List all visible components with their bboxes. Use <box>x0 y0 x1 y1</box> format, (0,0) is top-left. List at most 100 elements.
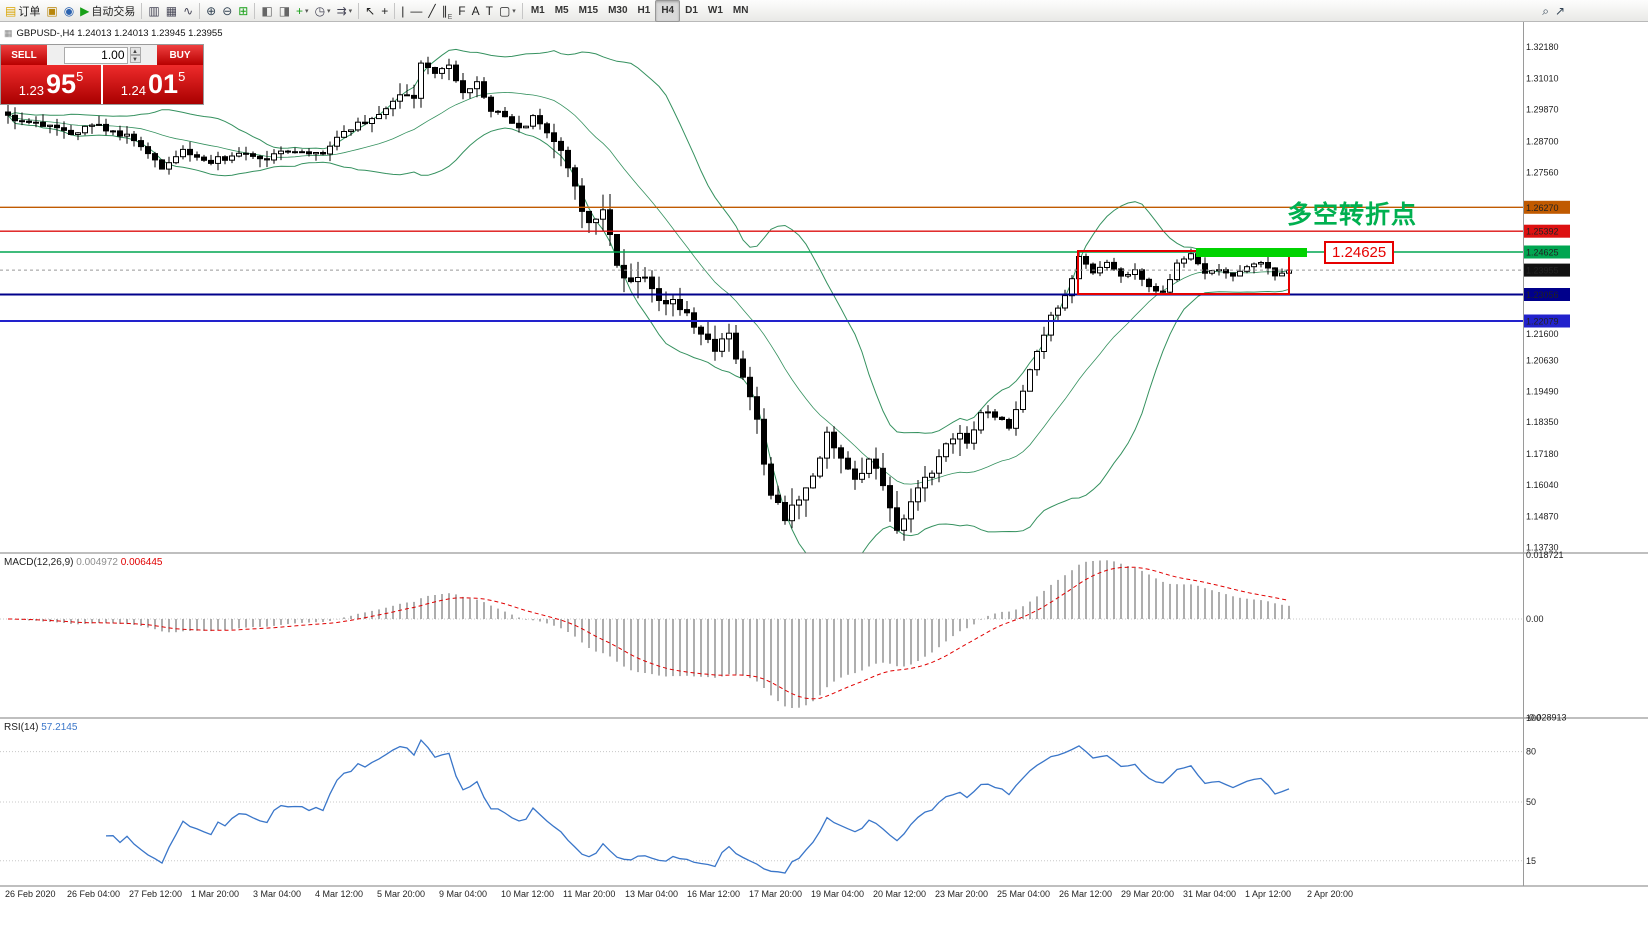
ask-pips: 01 <box>148 69 179 99</box>
cascade-windows-icon[interactable]: ◨ <box>278 3 291 18</box>
profiles-icon[interactable]: ◉ <box>63 3 75 18</box>
macd-axis[interactable]: 0.018721 0.00 -0.028913 <box>1526 550 1567 723</box>
volume-increase-button[interactable]: ▲ <box>129 47 141 55</box>
svg-text:100: 100 <box>1526 713 1541 723</box>
resistance-zone-bar[interactable] <box>1196 248 1307 257</box>
tf-m30-button[interactable]: M30 <box>608 5 628 16</box>
autotrading-button[interactable]: ▶ 自动交易 <box>80 3 136 18</box>
tf-h4-button[interactable]: H4 <box>655 0 681 22</box>
rsi-name: RSI(14) <box>4 722 39 733</box>
rsi-axis[interactable]: 100 80 50 15 <box>1526 713 1541 866</box>
svg-text:50: 50 <box>1526 797 1536 807</box>
tile-windows-icon[interactable]: ⊞ <box>238 3 249 18</box>
label-tool[interactable]: T <box>485 3 493 18</box>
shapes-tool[interactable]: ▢ ▾ <box>498 3 516 18</box>
svg-text:16 Mar 12:00: 16 Mar 12:00 <box>687 889 740 899</box>
svg-text:1.26270: 1.26270 <box>1526 203 1559 213</box>
svg-text:1.23955: 1.23955 <box>1526 266 1559 276</box>
svg-text:1.18350: 1.18350 <box>1526 417 1559 427</box>
toolbar-separator <box>199 2 201 19</box>
svg-text:26 Feb 04:00: 26 Feb 04:00 <box>67 889 120 899</box>
turning-point-annotation[interactable]: 多空转折点 <box>1287 201 1418 229</box>
macd-histogram <box>14 560 1290 708</box>
price-badge <box>1524 224 1570 238</box>
svg-text:20 Mar 12:00: 20 Mar 12:00 <box>873 889 926 899</box>
bollinger-bands <box>7 48 1290 553</box>
line-chart-icon[interactable]: ∿ <box>183 3 194 18</box>
svg-text:1.21600: 1.21600 <box>1526 329 1559 339</box>
chart-symbol-header: ▦ GBPUSD-,H4 1.24013 1.24013 1.23945 1.2… <box>4 28 223 39</box>
tf-w1-button[interactable]: W1 <box>707 5 723 16</box>
crosshair-tool[interactable]: + <box>381 3 389 18</box>
text-tool[interactable]: A <box>471 3 480 18</box>
channel-tool[interactable]: ∥ E <box>441 3 453 21</box>
ask-point: 5 <box>178 69 186 84</box>
zoom-out-icon[interactable]: ⊖ <box>222 3 233 18</box>
toolbar-separator <box>521 2 523 19</box>
search-icon[interactable]: ⌕ <box>1542 3 1549 18</box>
fibonacci-tool[interactable]: F <box>458 3 466 18</box>
tf-mn-button[interactable]: MN <box>732 5 749 16</box>
svg-text:1.29870: 1.29870 <box>1526 105 1559 115</box>
svg-text:4 Mar 12:00: 4 Mar 12:00 <box>315 889 363 899</box>
svg-text:0.00: 0.00 <box>1526 614 1544 624</box>
svg-text:31 Mar 04:00: 31 Mar 04:00 <box>1183 889 1236 899</box>
time-axis-labels[interactable]: 26 Feb 2020 26 Feb 04:00 27 Feb 12:00 1 Mar… <box>5 889 1353 899</box>
svg-text:23 Mar 20:00: 23 Mar 20:00 <box>935 889 988 899</box>
volume-input[interactable] <box>63 46 128 64</box>
arrange-windows-icon[interactable]: ◧ <box>261 3 273 18</box>
tf-m1-button[interactable]: M1 <box>530 5 545 16</box>
svg-text:1.25392: 1.25392 <box>1526 227 1559 237</box>
volume-control: ▲ ▼ <box>47 45 157 65</box>
svg-text:-0.028913: -0.028913 <box>1526 713 1567 723</box>
new-order-button[interactable]: ▤ 订单 <box>5 3 41 18</box>
sell-button[interactable]: SELL <box>1 45 47 65</box>
consolidation-rectangle-annotation[interactable] <box>1077 250 1290 295</box>
horizontal-line-tool[interactable]: ― <box>410 3 423 18</box>
svg-text:9 Mar 04:00: 9 Mar 04:00 <box>439 889 487 899</box>
pointer-icon[interactable]: ↗ <box>1554 3 1565 18</box>
svg-text:26 Mar 12:00: 26 Mar 12:00 <box>1059 889 1112 899</box>
templates-button[interactable]: ⇉ ▾ <box>336 3 353 18</box>
charts-grid-icon[interactable]: ▣ <box>46 3 58 18</box>
tf-m5-button[interactable]: M5 <box>554 5 569 16</box>
zoom-in-icon[interactable]: ⊕ <box>206 3 217 18</box>
svg-text:2 Apr 20:00: 2 Apr 20:00 <box>1307 889 1353 899</box>
svg-text:80: 80 <box>1526 747 1536 757</box>
candles-chart-icon[interactable]: ▦ <box>165 3 178 18</box>
macd-signal-value: 0.006445 <box>120 557 163 568</box>
resistance-price-label[interactable]: 1.24625 <box>1324 241 1395 264</box>
toolbar-separator <box>394 2 396 19</box>
bars-chart-icon[interactable]: ▥ <box>148 3 160 18</box>
ask-price-button[interactable]: 1.24 01 5 <box>103 65 203 104</box>
ask-prefix: 1.24 <box>120 83 147 98</box>
macd-value: 0.004972 <box>76 557 118 568</box>
rsi-line <box>105 738 1290 874</box>
add-indicator-button[interactable]: + ▾ <box>296 3 309 18</box>
svg-text:15: 15 <box>1526 856 1536 866</box>
tf-d1-button[interactable]: D1 <box>685 5 698 16</box>
tf-h1-button[interactable]: H1 <box>637 5 651 16</box>
svg-text:3 Mar 04:00: 3 Mar 04:00 <box>253 889 301 899</box>
periods-button[interactable]: ◷ ▾ <box>314 3 331 18</box>
svg-text:1 Mar 20:00: 1 Mar 20:00 <box>191 889 239 899</box>
vertical-line-tool[interactable]: | <box>401 3 405 18</box>
volume-decrease-button[interactable]: ▼ <box>129 55 141 63</box>
svg-text:13 Mar 04:00: 13 Mar 04:00 <box>625 889 678 899</box>
price-axis[interactable]: 1.32180 1.31010 1.29870 1.28700 1.27560 1.216… <box>1524 42 1570 553</box>
rsi-indicator-label: RSI(14) 57.2145 <box>4 722 77 733</box>
tf-m15-button[interactable]: M15 <box>578 5 599 16</box>
svg-text:25 Mar 04:00: 25 Mar 04:00 <box>997 889 1050 899</box>
trendline-tool[interactable]: ╱ <box>428 3 436 18</box>
buy-button[interactable]: BUY <box>157 45 203 65</box>
svg-text:1.23056: 1.23056 <box>1526 290 1559 300</box>
svg-text:29 Mar 20:00: 29 Mar 20:00 <box>1121 889 1174 899</box>
price-badge <box>1524 263 1570 277</box>
svg-text:1.20630: 1.20630 <box>1526 355 1559 365</box>
cursor-tool[interactable]: ↖ <box>365 3 376 18</box>
svg-text:1.17180: 1.17180 <box>1526 449 1559 459</box>
bid-price-button[interactable]: 1.23 95 5 <box>1 65 101 104</box>
price-badge <box>1524 314 1570 328</box>
toolbar: ▤ 订单 ▣ ◉ ▶ 自动交易 ▥ ▦ ∿ ⊕ ⊖ ⊞ ◧ ◨ + ▾ ◷ ▾ ⇉ ▾ ↖ + | ― ╱ ∥ E F A T ▢ ▾ M1 M5… <box>0 0 1648 22</box>
